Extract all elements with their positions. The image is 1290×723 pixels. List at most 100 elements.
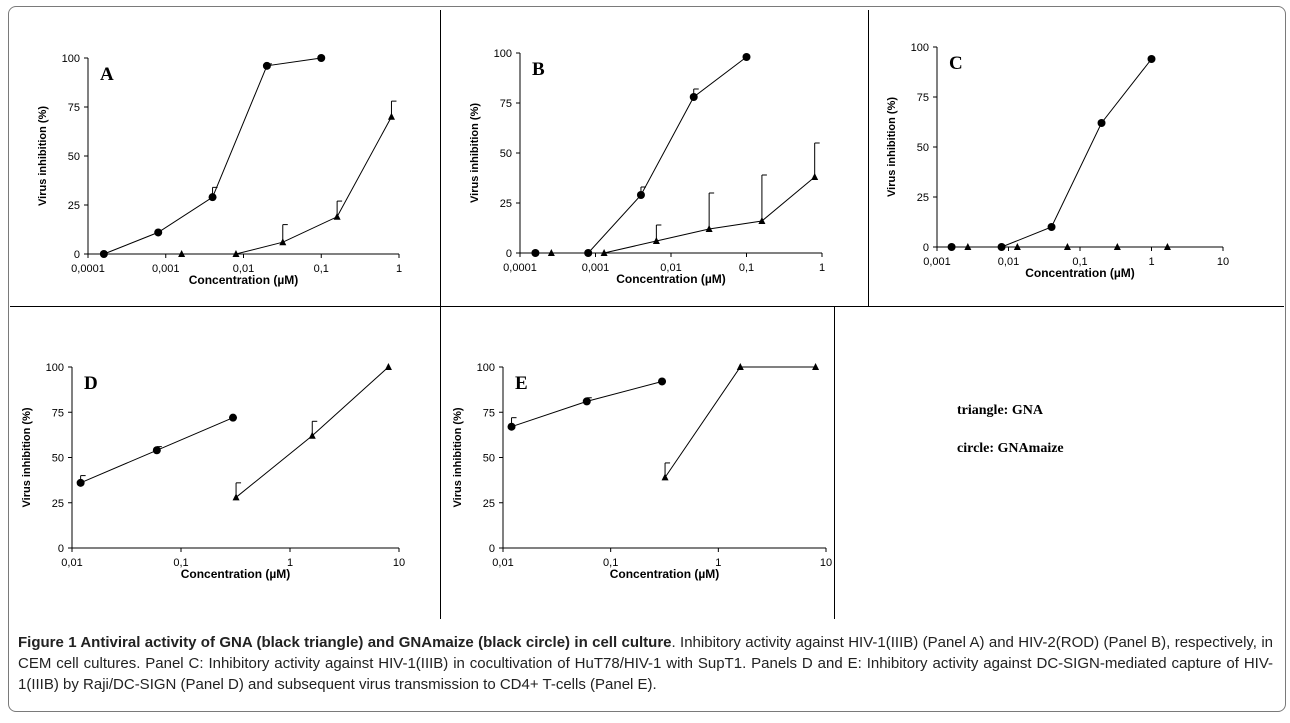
panel-c: 0 25 50 75 100 0,001 0,01 0,1 1 10 Concentration (… <box>869 10 1279 306</box>
chart-d: 0 25 50 75 100 0,01 0,1 1 10 Concentration (µM) Vi… <box>21 362 405 581</box>
y-tick-label: 75 <box>500 98 512 110</box>
circle-marker <box>947 243 956 251</box>
legend-triangle: triangle: GNA <box>957 403 1043 418</box>
y-tick-label: 100 <box>477 362 495 374</box>
triangle-marker <box>736 363 744 370</box>
circle-marker <box>636 191 645 199</box>
y-tick-label: 100 <box>911 42 929 54</box>
x-tick-label: 0,01 <box>233 263 254 275</box>
triangle-marker <box>384 363 392 370</box>
circle-marker <box>742 53 751 61</box>
triangle-marker <box>600 249 608 256</box>
y-tick-label: 50 <box>917 142 929 154</box>
triangle-marker <box>232 250 240 257</box>
x-tick-label: 10 <box>820 557 832 569</box>
circle-marker <box>1147 55 1156 63</box>
y-tick-label: 100 <box>494 48 512 60</box>
y-axis-title: Virus inhibition (%) <box>886 97 898 197</box>
y-tick-label: 75 <box>917 92 929 104</box>
triangle-marker <box>333 212 341 220</box>
x-tick-label: 0,001 <box>923 256 951 268</box>
triangle-marker <box>811 173 819 180</box>
circle-marker <box>99 250 108 258</box>
triangle-marker <box>308 431 316 439</box>
triangle-marker <box>661 473 669 481</box>
circle-marker <box>229 413 238 422</box>
y-tick-label: 0 <box>923 242 929 254</box>
x-tick-label: 1 <box>1148 256 1154 268</box>
panel-label: C <box>949 53 963 74</box>
circle-marker <box>317 54 326 62</box>
triangle-series-line <box>664 366 816 478</box>
legend-circle: circle: GNAmaize <box>957 441 1064 456</box>
triangle-marker <box>232 493 240 501</box>
x-tick-label: 0,1 <box>1072 256 1087 268</box>
x-axis-title: Concentration (µM) <box>616 272 726 286</box>
triangle-marker <box>1063 243 1071 250</box>
y-axis-title: Virus inhibition (%) <box>452 407 464 507</box>
panel-label: B <box>532 59 545 80</box>
circle-series-line <box>535 56 747 254</box>
x-tick-label: 0,1 <box>739 262 754 274</box>
circle-marker <box>154 228 163 237</box>
y-tick-label: 25 <box>68 200 80 212</box>
y-tick-label: 0 <box>506 248 512 260</box>
circle-marker <box>1097 119 1106 127</box>
x-tick-label: 1 <box>287 557 293 569</box>
circle-series-line <box>951 58 1152 248</box>
chart-a: 0 25 50 75 100 0,0001 0,001 0,01 0,1 1 Concentrati… <box>37 53 402 287</box>
x-axis-title: Concentration (µM) <box>189 273 299 287</box>
chart-b: 0 25 50 75 100 0,0001 0,001 0,01 0,1 1 Concentrati… <box>469 48 825 286</box>
y-tick-label: 25 <box>483 498 495 510</box>
x-tick-label: 0,01 <box>61 557 82 569</box>
y-tick-label: 0 <box>58 543 64 555</box>
caption-text: Inhibitory activity against HIV-1(IIIB) … <box>18 634 1274 693</box>
circle-marker <box>584 249 593 257</box>
circle-marker <box>507 422 516 431</box>
chart-c: 0 25 50 75 100 0,001 0,01 0,1 1 10 Concentration (… <box>886 42 1229 280</box>
caption-title: Figure 1 Antiviral activity of GNA (blac… <box>18 634 672 651</box>
circle-marker <box>531 249 540 257</box>
x-tick-label: 0,01 <box>660 262 681 274</box>
x-tick-label: 0,0001 <box>503 262 537 274</box>
triangle-marker <box>387 112 395 120</box>
circle-marker <box>658 377 667 386</box>
x-tick-label: 0,0001 <box>71 263 105 275</box>
x-axis-title: Concentration (µM) <box>1025 266 1135 280</box>
chart-e: 0 25 50 75 100 0,01 0,1 1 10 Concentration (µM) Vi… <box>452 362 832 581</box>
panel-e: 0 25 50 75 100 0,01 0,1 1 10 Concentration (µM) Vi… <box>441 307 834 619</box>
y-axis-title: Virus inhibition (%) <box>469 103 481 203</box>
figure-caption: Figure 1 Antiviral activity of GNA (blac… <box>18 632 1273 695</box>
circle-marker <box>208 193 217 202</box>
y-tick-label: 50 <box>52 453 64 465</box>
x-tick-label: 0,1 <box>603 557 618 569</box>
y-tick-label: 0 <box>74 249 80 261</box>
panel-label: D <box>84 373 98 394</box>
triangle-marker <box>812 363 820 370</box>
circle-marker <box>582 397 591 406</box>
panel-divider <box>10 306 1284 307</box>
x-tick-label: 1 <box>819 262 825 274</box>
y-tick-label: 100 <box>62 53 80 65</box>
triangle-series-line <box>181 116 392 255</box>
y-axis-title: Virus inhibition (%) <box>21 407 33 507</box>
y-tick-label: 25 <box>52 498 64 510</box>
panel-b: 0 25 50 75 100 0,0001 0,001 0,01 0,1 1 Concentrati… <box>441 10 868 306</box>
legend: triangle: GNA circle: GNAmaize <box>957 403 1064 479</box>
y-axis-title: Virus inhibition (%) <box>37 106 49 206</box>
circle-series-line <box>103 57 322 255</box>
triangle-marker <box>178 250 186 257</box>
circle-marker <box>997 243 1006 251</box>
triangle-series-line <box>551 176 816 254</box>
y-tick-label: 50 <box>68 151 80 163</box>
triangle-marker <box>1163 243 1171 250</box>
triangle-marker <box>705 225 713 232</box>
y-tick-label: 75 <box>483 407 495 419</box>
panel-divider <box>440 10 441 306</box>
x-tick-label: 10 <box>393 557 405 569</box>
y-tick-label: 50 <box>483 453 495 465</box>
figure-frame <box>8 6 1286 712</box>
x-tick-label: 0,001 <box>152 263 180 275</box>
x-tick-label: 0,001 <box>582 262 610 274</box>
x-tick-label: 10 <box>1217 256 1229 268</box>
